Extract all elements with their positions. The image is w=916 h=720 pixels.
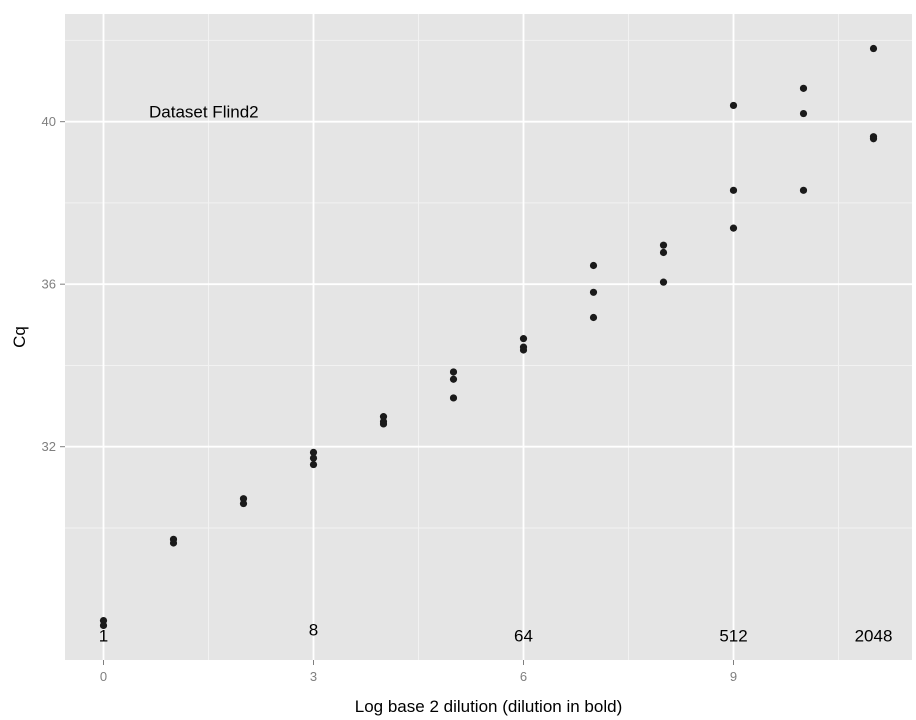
x-tick-label: 0 bbox=[100, 669, 107, 684]
data-point bbox=[519, 346, 528, 354]
data-point bbox=[309, 460, 318, 469]
dataset-annotation: Dataset Flind2 bbox=[149, 103, 259, 122]
data-point bbox=[519, 335, 528, 343]
x-tick-label: 6 bbox=[520, 669, 527, 684]
y-tick-label: 40 bbox=[42, 114, 56, 129]
x-axis-ticks: 0 3 6 9 bbox=[100, 660, 737, 684]
dilution-label: 512 bbox=[719, 627, 747, 646]
data-point bbox=[379, 420, 388, 428]
y-tick-label: 36 bbox=[42, 277, 56, 292]
data-point bbox=[589, 288, 598, 296]
x-tick-label: 3 bbox=[310, 669, 317, 684]
data-point bbox=[799, 109, 808, 118]
data-point bbox=[449, 394, 458, 402]
x-axis-title: Log base 2 dilution (dilution in bold) bbox=[355, 697, 622, 716]
data-point bbox=[799, 84, 808, 92]
dilution-label: 1 bbox=[99, 627, 108, 646]
data-point bbox=[239, 499, 248, 508]
data-point bbox=[309, 454, 318, 462]
y-tick-label: 32 bbox=[42, 439, 56, 454]
x-tick-label: 9 bbox=[730, 669, 737, 684]
y-axis-ticks: 32 36 40 bbox=[42, 114, 65, 454]
data-point bbox=[869, 44, 878, 53]
data-point bbox=[729, 186, 738, 194]
data-point bbox=[309, 448, 318, 456]
data-point bbox=[589, 261, 598, 270]
data-point bbox=[869, 135, 878, 143]
data-point bbox=[729, 101, 738, 110]
dilution-label: 8 bbox=[309, 621, 318, 640]
data-point bbox=[449, 368, 458, 376]
data-point bbox=[659, 241, 668, 249]
y-axis-title: Cq bbox=[10, 326, 29, 348]
data-point bbox=[729, 224, 738, 232]
data-points bbox=[99, 44, 878, 630]
data-point bbox=[659, 278, 668, 286]
data-point bbox=[589, 313, 598, 322]
data-point bbox=[799, 186, 808, 194]
dilution-label: 2048 bbox=[855, 627, 893, 646]
dilution-label: 64 bbox=[514, 627, 533, 646]
dilution-labels: 1 8 64 512 2048 bbox=[99, 621, 893, 646]
data-point bbox=[99, 621, 108, 630]
data-point bbox=[449, 375, 458, 383]
data-point bbox=[659, 248, 668, 257]
data-point bbox=[169, 539, 178, 547]
